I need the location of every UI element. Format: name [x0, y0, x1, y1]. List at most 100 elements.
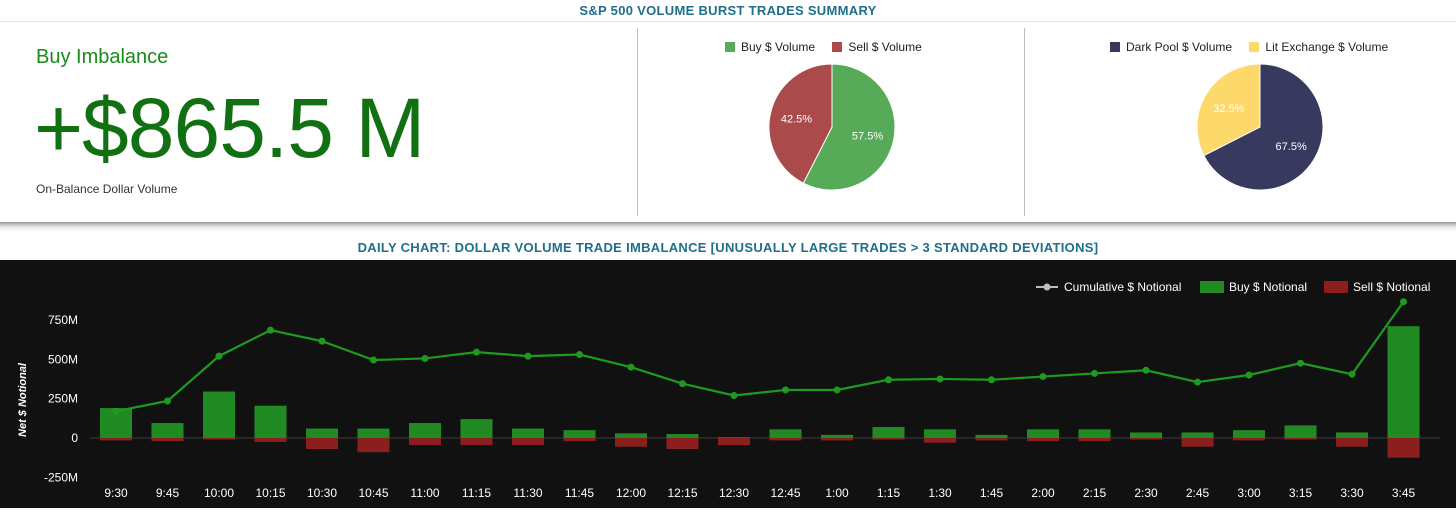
cumulative-point[interactable]: [1091, 369, 1098, 377]
buy-bar[interactable]: [563, 430, 596, 438]
cumulative-point[interactable]: [1142, 366, 1150, 374]
sell-bar[interactable]: [666, 438, 699, 450]
buy-bar[interactable]: [254, 405, 287, 438]
cumulative-point[interactable]: [936, 375, 944, 383]
buy-bar[interactable]: [460, 419, 493, 438]
sell-bar[interactable]: [512, 438, 544, 446]
sell-bar[interactable]: [872, 438, 905, 440]
buy-bar[interactable]: [151, 423, 184, 438]
sell-bar[interactable]: [1284, 438, 1317, 440]
buy-bar[interactable]: [1233, 430, 1265, 438]
buy-bar[interactable]: [615, 433, 647, 438]
pie-buy-sell: 57.5% 42.5%: [768, 63, 896, 191]
legend-label[interactable]: Sell $ Notional: [1353, 280, 1430, 294]
legend-item[interactable]: Sell $ Volume: [832, 40, 922, 54]
cumulative-point[interactable]: [1039, 373, 1047, 381]
sell-bar[interactable]: [975, 438, 1008, 441]
buy-bar[interactable]: [512, 428, 544, 438]
sell-bar[interactable]: [460, 438, 493, 446]
buy-bar[interactable]: [975, 434, 1008, 438]
cumulative-point[interactable]: [112, 407, 120, 415]
sell-bar[interactable]: [409, 438, 441, 446]
sell-bar[interactable]: [1078, 438, 1111, 442]
cumulative-point[interactable]: [1297, 359, 1304, 367]
cumulative-point[interactable]: [627, 363, 635, 371]
pie-slice[interactable]: [768, 63, 833, 184]
sell-bar[interactable]: [615, 438, 647, 447]
buy-bar[interactable]: [203, 391, 235, 438]
legend-item[interactable]: Lit Exchange $ Volume: [1249, 40, 1388, 54]
pie-slice[interactable]: [802, 63, 896, 191]
cumulative-point[interactable]: [576, 351, 583, 359]
cumulative-point[interactable]: [782, 386, 789, 394]
sell-bar[interactable]: [1130, 438, 1162, 440]
buy-bar[interactable]: [306, 428, 338, 438]
legend-label[interactable]: Buy $ Notional: [1229, 280, 1307, 294]
cumulative-point[interactable]: [164, 397, 171, 405]
cumulative-point[interactable]: [1194, 378, 1201, 386]
buy-bar[interactable]: [666, 434, 699, 438]
cumulative-point[interactable]: [885, 376, 892, 384]
buy-bar[interactable]: [821, 434, 853, 438]
cumulative-point[interactable]: [730, 391, 738, 399]
cumulative-point[interactable]: [318, 337, 326, 345]
sell-bar[interactable]: [1181, 438, 1214, 447]
x-tick-label: 1:30: [928, 486, 952, 500]
sell-bar[interactable]: [203, 438, 235, 440]
legend-label[interactable]: Cumulative $ Notional: [1064, 280, 1181, 294]
panel-divider: [1024, 28, 1025, 216]
sell-bar[interactable]: [1027, 438, 1059, 442]
buy-bar[interactable]: [409, 423, 441, 438]
cumulative-point[interactable]: [988, 376, 995, 384]
sell-bar[interactable]: [151, 438, 184, 442]
cumulative-point[interactable]: [473, 348, 480, 356]
buy-bar[interactable]: [1387, 326, 1420, 438]
buy-bar[interactable]: [1027, 429, 1059, 438]
cumulative-point[interactable]: [833, 386, 841, 394]
cumulative-point[interactable]: [679, 380, 686, 388]
sell-bar[interactable]: [306, 438, 338, 450]
kpi-value: +$865.5 M: [34, 81, 425, 175]
sell-bar[interactable]: [821, 438, 853, 441]
cumulative-point[interactable]: [1245, 371, 1253, 379]
buy-bar[interactable]: [1130, 432, 1162, 438]
legend-item[interactable]: Buy $ Volume: [725, 40, 815, 54]
cumulative-point[interactable]: [524, 352, 532, 360]
buy-bar[interactable]: [872, 426, 905, 438]
legend-label: Sell $ Volume: [848, 40, 922, 54]
sell-bar[interactable]: [769, 438, 802, 441]
cumulative-point[interactable]: [1348, 370, 1356, 378]
buy-bar[interactable]: [718, 437, 750, 439]
sell-bar[interactable]: [1233, 438, 1265, 441]
y-axis-label: Net $ Notional: [17, 362, 29, 437]
legend-label: Dark Pool $ Volume: [1126, 40, 1233, 54]
sell-bar[interactable]: [563, 438, 596, 442]
cumulative-point[interactable]: [370, 356, 377, 364]
sell-bar[interactable]: [1387, 438, 1420, 458]
sell-bar[interactable]: [1336, 438, 1368, 447]
buy-bar[interactable]: [924, 429, 956, 438]
sell-bar[interactable]: [718, 438, 750, 446]
pie-venue-legend: Dark Pool $ Volume Lit Exchange $ Volume: [1110, 40, 1388, 54]
sell-bar[interactable]: [357, 438, 390, 453]
pie-slice[interactable]: [1196, 63, 1261, 157]
cumulative-point[interactable]: [1400, 298, 1407, 306]
buy-bar[interactable]: [1336, 432, 1368, 438]
pie-slice[interactable]: [1203, 63, 1324, 191]
legend-item[interactable]: Dark Pool $ Volume: [1110, 40, 1232, 54]
buy-bar[interactable]: [769, 429, 802, 438]
sell-bar[interactable]: [254, 438, 287, 442]
buy-bar[interactable]: [1284, 425, 1317, 438]
x-tick-label: 9:30: [104, 486, 128, 500]
cumulative-point[interactable]: [215, 352, 223, 360]
buy-bar[interactable]: [357, 428, 390, 438]
cumulative-point[interactable]: [421, 354, 429, 362]
cumulative-point[interactable]: [267, 326, 274, 334]
daily-chart-panel: 750M 500M 250M 0 -250M Net $ Notional 9:30 9:45…: [0, 260, 1456, 508]
buy-bar[interactable]: [1181, 432, 1214, 438]
sell-bar[interactable]: [924, 438, 956, 443]
x-tick-label: 3:45: [1392, 486, 1416, 500]
buy-bar[interactable]: [1078, 429, 1111, 438]
sell-bar[interactable]: [100, 438, 132, 441]
x-tick-label: 11:00: [410, 486, 439, 500]
